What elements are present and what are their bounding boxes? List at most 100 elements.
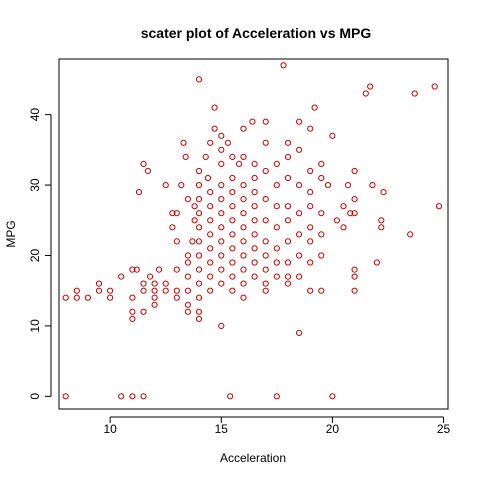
data-point-70 (208, 204, 213, 209)
data-point-164 (308, 204, 313, 209)
data-point-107 (241, 197, 246, 202)
data-point-56 (196, 197, 201, 202)
data-point-152 (285, 281, 290, 286)
data-point-52 (192, 218, 197, 223)
data-point-121 (252, 232, 257, 237)
plot-frame (59, 59, 448, 409)
data-point-109 (241, 225, 246, 230)
data-point-92 (230, 154, 235, 159)
data-point-167 (308, 260, 313, 265)
data-point-197 (408, 232, 413, 237)
data-point-174 (319, 253, 324, 258)
data-point-54 (196, 168, 201, 173)
data-point-18 (141, 161, 146, 166)
data-point-95 (230, 204, 235, 209)
data-point-163 (308, 190, 313, 195)
data-point-1 (63, 295, 68, 300)
data-point-17 (136, 190, 141, 195)
data-point-32 (163, 288, 168, 293)
data-point-156 (297, 211, 302, 216)
data-point-47 (185, 288, 190, 293)
data-point-199 (432, 84, 437, 89)
data-point-108 (241, 211, 246, 216)
data-point-4 (85, 295, 90, 300)
data-point-195 (379, 225, 384, 230)
data-point-133 (263, 281, 268, 286)
data-point-51 (192, 204, 197, 209)
data-point-159 (297, 274, 302, 279)
data-point-60 (196, 253, 201, 258)
data-point-171 (319, 175, 324, 180)
data-point-94 (230, 190, 235, 195)
data-point-38 (174, 288, 179, 293)
data-point-7 (108, 288, 113, 293)
data-point-25 (152, 281, 157, 286)
y-tick-label: 20 (28, 249, 42, 263)
data-point-59 (196, 239, 201, 244)
data-point-99 (230, 260, 235, 265)
data-point-45 (185, 260, 190, 265)
data-point-31 (163, 281, 168, 286)
data-point-112 (241, 267, 246, 272)
data-point-162 (308, 168, 313, 173)
data-point-91 (225, 140, 230, 145)
data-point-3 (74, 295, 79, 300)
data-point-10 (119, 394, 124, 399)
data-point-115 (250, 119, 255, 124)
data-point-168 (308, 288, 313, 293)
data-point-0 (63, 394, 68, 399)
data-point-36 (174, 239, 179, 244)
data-point-26 (152, 288, 157, 293)
data-point-58 (196, 225, 201, 230)
data-point-182 (345, 183, 350, 188)
data-point-96 (230, 218, 235, 223)
data-point-111 (241, 253, 246, 258)
data-points (63, 63, 442, 399)
data-point-23 (145, 168, 150, 173)
data-point-150 (285, 260, 290, 265)
y-tick-label: 0 (28, 393, 42, 400)
y-tick-label: 30 (28, 178, 42, 192)
data-point-178 (330, 394, 335, 399)
data-point-193 (374, 260, 379, 265)
data-point-138 (274, 225, 279, 230)
data-point-67 (205, 175, 210, 180)
data-point-88 (219, 267, 224, 272)
data-point-43 (185, 197, 190, 202)
data-point-37 (174, 267, 179, 272)
data-point-64 (196, 309, 201, 314)
data-point-75 (208, 274, 213, 279)
data-point-87 (219, 253, 224, 258)
data-point-12 (130, 295, 135, 300)
data-point-158 (297, 253, 302, 258)
data-point-135 (274, 161, 279, 166)
data-point-27 (152, 295, 157, 300)
data-point-5 (96, 281, 101, 286)
data-point-71 (208, 218, 213, 223)
data-point-62 (196, 281, 201, 286)
data-point-57 (196, 211, 201, 216)
data-point-128 (263, 197, 268, 202)
data-point-170 (319, 161, 324, 166)
data-point-77 (212, 105, 217, 110)
x-tick-label: 20 (326, 422, 340, 436)
data-point-98 (230, 246, 235, 251)
data-point-120 (252, 218, 257, 223)
data-point-188 (352, 274, 357, 279)
data-point-48 (185, 302, 190, 307)
data-point-184 (352, 168, 357, 173)
data-point-2 (74, 288, 79, 293)
data-point-194 (379, 218, 384, 223)
data-point-68 (208, 140, 213, 145)
data-point-122 (252, 246, 257, 251)
data-point-81 (219, 161, 224, 166)
data-point-34 (170, 225, 175, 230)
data-point-149 (285, 239, 290, 244)
data-point-179 (334, 218, 339, 223)
data-point-55 (196, 183, 201, 188)
data-point-66 (203, 154, 208, 159)
data-point-80 (219, 147, 224, 152)
data-point-90 (219, 323, 224, 328)
data-point-63 (196, 295, 201, 300)
